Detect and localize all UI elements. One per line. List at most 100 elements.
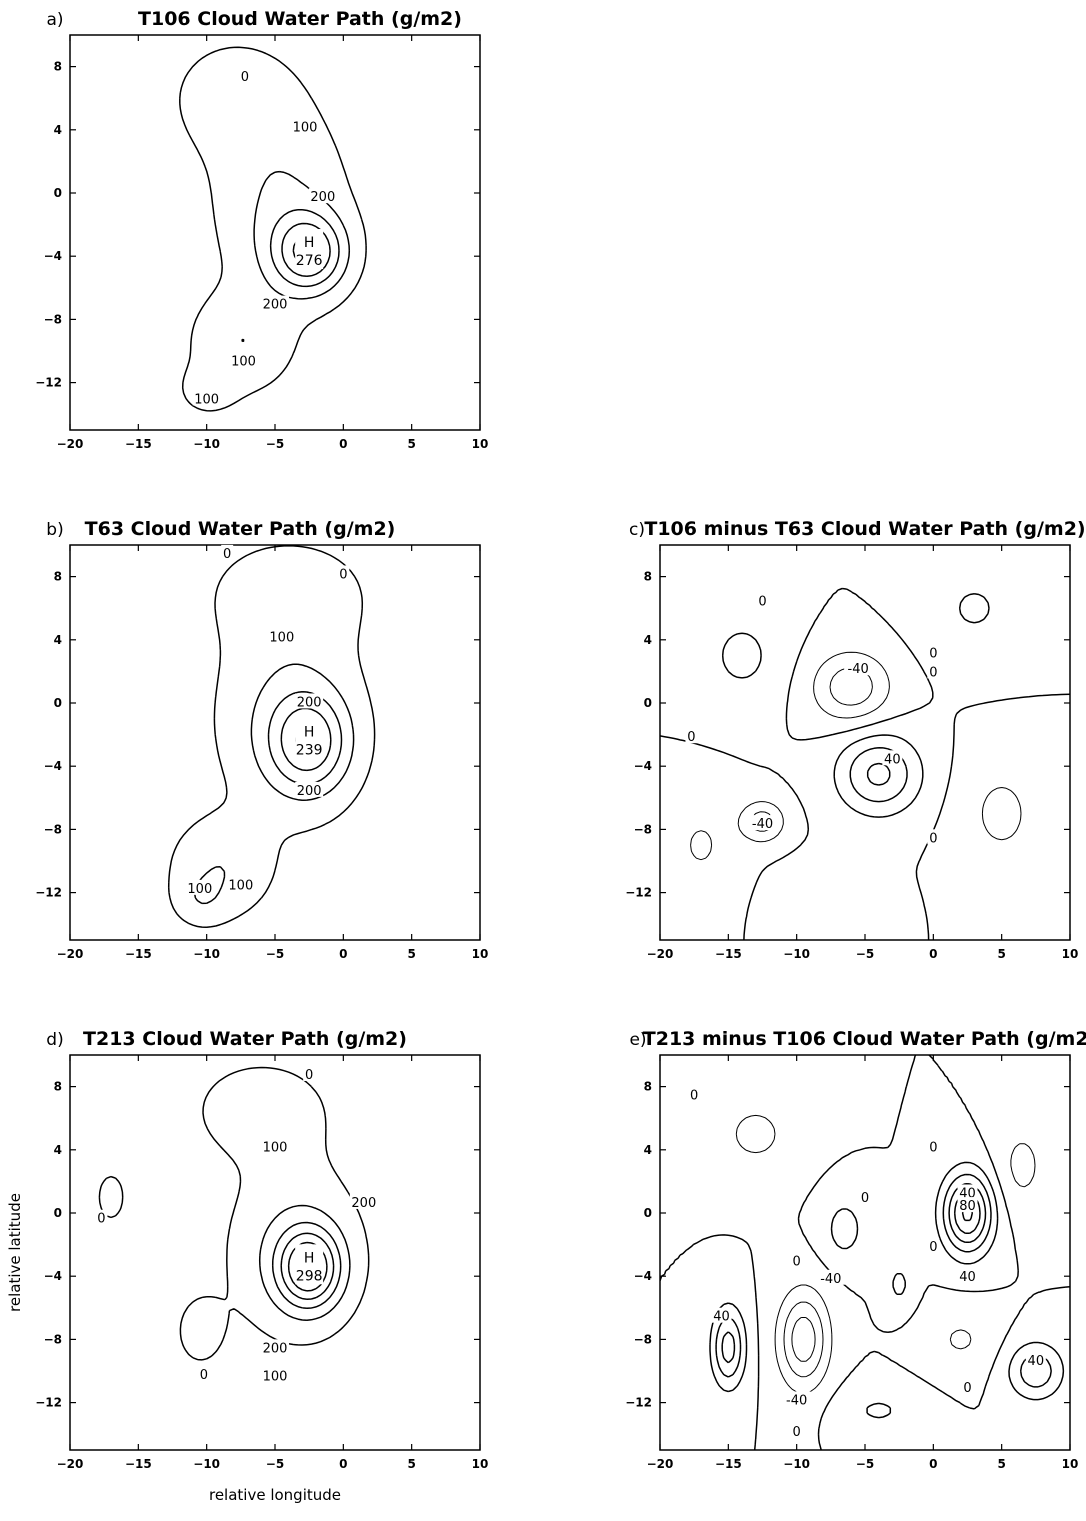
x-tick-label: 10 [1062, 947, 1079, 961]
x-tick-label: −20 [57, 437, 84, 451]
contour-label: 0 [929, 1141, 937, 1156]
contour-label: 100 [194, 392, 219, 407]
contour-label: 0 [793, 1254, 801, 1269]
x-tick-label: −10 [783, 1457, 810, 1471]
contour-line [690, 651, 1022, 861]
contour-label: 100 [293, 121, 318, 136]
y-tick-label: −12 [35, 886, 62, 900]
x-tick-label: −15 [125, 437, 152, 451]
contour-label: 200 [297, 784, 322, 799]
contour-label: 80 [959, 1199, 976, 1214]
panel-d: T213 Cloud Water Path (g/m2) d) −20 −15 −10 −… [6, 1028, 489, 1504]
x-tick-label: −20 [647, 947, 674, 961]
contour-line [193, 663, 355, 905]
contour-line [750, 667, 873, 832]
contour-label-bg [303, 1065, 316, 1081]
contour-label-bg [229, 352, 258, 368]
plot-frame [69, 1054, 481, 1451]
plot-frame [659, 544, 1071, 941]
x-tick-label: 0 [929, 947, 937, 961]
contour-label-bg [295, 693, 324, 709]
panel-title: T213 Cloud Water Path (g/m2) [83, 1028, 407, 1050]
panel-title: T106 minus T63 Cloud Water Path (g/m2) [644, 518, 1085, 540]
x-tick-label: −10 [193, 1457, 220, 1471]
contour-line [179, 46, 367, 412]
contour-label-bg [711, 1307, 732, 1323]
y-tick-label: −4 [44, 759, 62, 773]
contour-label: 0 [929, 646, 937, 661]
contour-label: 0 [305, 1068, 313, 1083]
y-tick-label: −8 [634, 822, 652, 836]
contour-label: -40 [752, 817, 773, 832]
x-tick-label: −10 [193, 437, 220, 451]
contour-label-bg [927, 1238, 940, 1254]
panel-a: T106 Cloud Water Path (g/m2) a) −20 −15 −10 −… [35, 8, 488, 451]
x-tick-label: 0 [339, 437, 347, 451]
y-tick-label: 0 [54, 696, 62, 710]
contour-label: -40 [786, 1393, 807, 1408]
panel-e: T213 minus T106 Cloud Water Path (g/m2)e… [625, 1028, 1086, 1471]
contour-label-bg [957, 1184, 978, 1200]
contour-line [269, 209, 340, 288]
contour-line [791, 1317, 816, 1362]
y-axis-label: relative latitude [6, 1193, 24, 1312]
y-tick-label: 0 [54, 186, 62, 200]
contour-label: 0 [687, 730, 695, 745]
contour-line [98, 1066, 370, 1361]
contour-lines [98, 1066, 370, 1361]
contour-label-bg [261, 1339, 289, 1355]
contour-label: 100 [263, 1370, 288, 1385]
x-tick-label: 10 [472, 947, 489, 961]
contour-label-bg [844, 660, 873, 676]
x-tick-label: 0 [339, 947, 347, 961]
maximum-value: 276 [296, 253, 323, 269]
contour-label: 100 [228, 879, 253, 894]
contour-label: 40 [713, 1310, 730, 1325]
contour-label: -40 [820, 1272, 841, 1287]
contour-label: 40 [1028, 1354, 1045, 1369]
x-tick-label: 10 [472, 1457, 489, 1471]
contour-label-bg [927, 829, 940, 845]
contour-label-bg [291, 118, 320, 134]
x-tick-label: 5 [997, 947, 1005, 961]
maximum-bg [295, 718, 324, 759]
plot-frame [69, 544, 481, 941]
maximum-bg [295, 1244, 324, 1285]
y-tick-label: −8 [44, 822, 62, 836]
y-tick-label: −4 [44, 1269, 62, 1283]
contour-line [271, 1221, 342, 1310]
x-tick-label: −20 [57, 1457, 84, 1471]
contour-label-bg [337, 565, 350, 581]
y-tick-label: −8 [44, 1332, 62, 1346]
panel-title: T106 Cloud Water Path (g/m2) [138, 8, 462, 30]
contour-label: 100 [187, 882, 212, 897]
y-tick-label: 4 [54, 1143, 62, 1157]
y-tick-label: 4 [54, 123, 62, 137]
x-tick-label: −5 [266, 437, 284, 451]
contour-label-bg [882, 750, 903, 766]
y-tick-label: −12 [35, 376, 62, 390]
x-tick-label: −20 [57, 947, 84, 961]
contour-label: 200 [310, 190, 335, 205]
x-tick-label: −10 [783, 947, 810, 961]
contour-label-bg [927, 663, 940, 679]
contour-label: 40 [884, 752, 901, 767]
contour-label-bg [685, 728, 698, 744]
contour-label: 0 [200, 1368, 208, 1383]
maximum-label: H [304, 1250, 315, 1266]
contour-line [280, 1232, 335, 1301]
panel-letter: d) [46, 1030, 63, 1050]
y-tick-label: 8 [54, 1080, 62, 1094]
y-tick-label: −4 [44, 249, 62, 263]
contour-label-bg [859, 1189, 871, 1205]
contour-label: 0 [223, 547, 231, 562]
x-tick-label: 0 [929, 1457, 937, 1471]
y-tick-label: −4 [634, 759, 652, 773]
contour-label: 0 [861, 1191, 869, 1206]
contour-label: 0 [690, 1089, 698, 1104]
x-axis-label: relative longitude [209, 1486, 341, 1504]
y-tick-label: 0 [54, 1206, 62, 1220]
contour-line [258, 1204, 351, 1321]
contour-label-bg [308, 188, 337, 204]
plot-frame [659, 1054, 1071, 1451]
